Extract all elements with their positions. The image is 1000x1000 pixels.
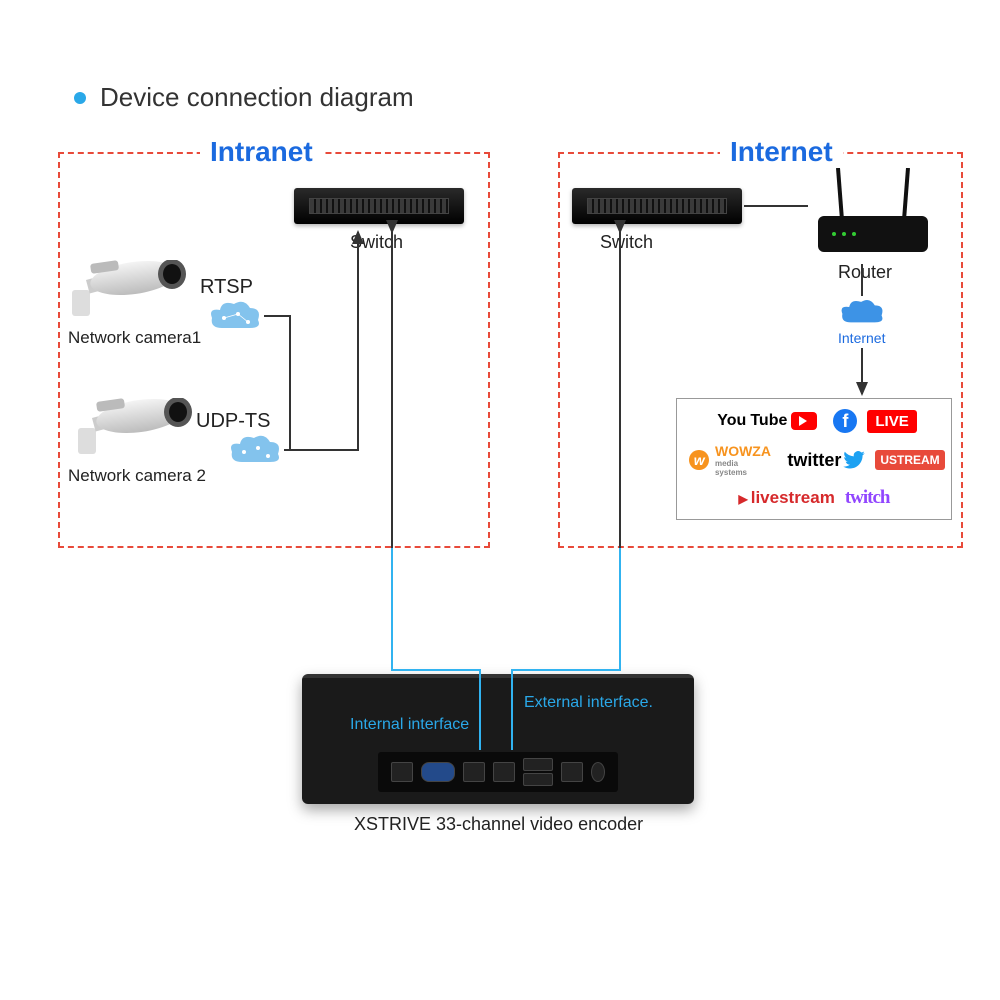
streaming-services-box: YouTube f LIVE wWOWZAmedia systems twitt… — [676, 398, 952, 520]
internet-cloud-label: Internet — [838, 330, 885, 346]
internet-cloud-icon: Internet — [838, 298, 885, 346]
wowza-icon: wWOWZAmedia systems — [683, 441, 777, 479]
intranet-switch-icon — [294, 188, 464, 224]
intranet-title: Intranet — [200, 136, 323, 168]
internet-switch-label: Switch — [600, 232, 653, 253]
router-label: Router — [838, 262, 892, 283]
ustream-icon: USTREAM — [875, 450, 944, 470]
rtsp-label: RTSP — [200, 276, 253, 299]
rtsp-cloud-icon — [208, 300, 262, 334]
youtube-icon: YouTube — [711, 410, 823, 432]
twitch-icon: twitch — [845, 487, 890, 509]
internet-switch-icon — [572, 188, 742, 224]
udpts-cloud-icon — [228, 434, 282, 468]
bullet-icon — [74, 92, 86, 104]
router-icon — [808, 168, 938, 258]
intranet-switch-label: Switch — [350, 232, 403, 253]
internet-title: Internet — [720, 136, 843, 168]
camera2-icon — [78, 398, 198, 458]
live-badge: LIVE — [867, 410, 916, 433]
twitter-icon: twitter — [787, 450, 865, 471]
external-interface-label: External interface. — [524, 694, 653, 712]
camera2-label: Network camera 2 — [68, 466, 206, 486]
facebook-icon: f — [833, 409, 857, 433]
camera1-label: Network camera1 — [68, 328, 201, 348]
camera1-icon — [72, 260, 192, 320]
encoder-label: XSTRIVE 33-channel video encoder — [354, 814, 643, 835]
udpts-label: UDP-TS — [196, 410, 270, 433]
livestream-icon: livestream — [738, 488, 834, 508]
internal-interface-label: Internal interface — [350, 716, 469, 734]
page-title-row: Device connection diagram — [74, 82, 414, 113]
page-title: Device connection diagram — [100, 82, 414, 113]
